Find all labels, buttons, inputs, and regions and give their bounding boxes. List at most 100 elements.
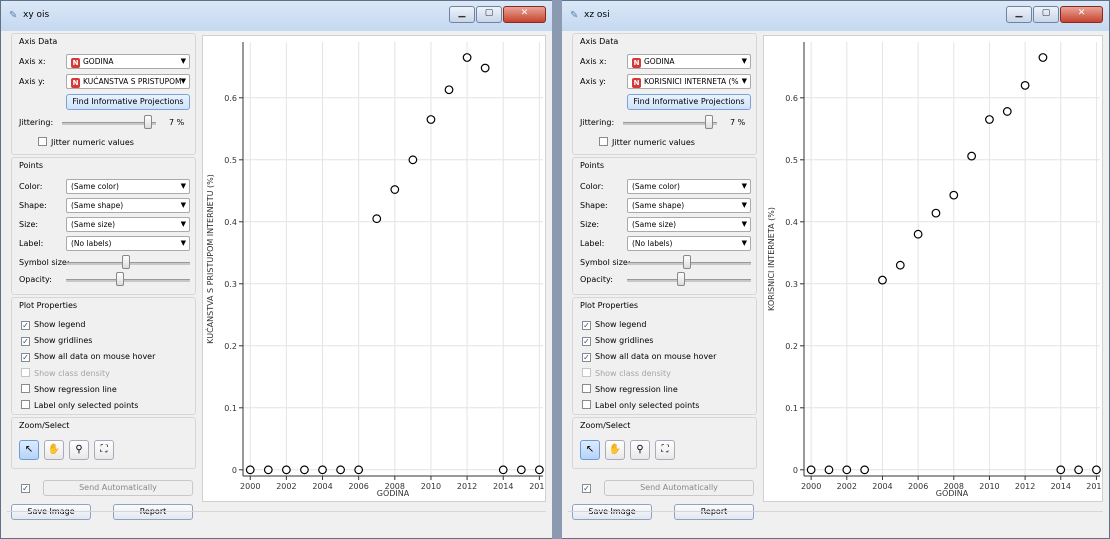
data-point (372, 214, 382, 224)
send-automatically-button[interactable]: Send Automatically (43, 480, 193, 496)
data-point (1056, 465, 1066, 475)
numeric-var-icon: N (632, 78, 641, 88)
pan-tool-button[interactable]: ✋ (44, 440, 64, 460)
minimize-button[interactable]: ▁ (449, 6, 475, 23)
send-automatically-button[interactable]: Send Automatically (604, 480, 754, 496)
y-axis-label: KUĆANSTVA S PRISTUPOM INTERNETU (%) (204, 174, 215, 344)
scatter-chart[interactable]: 2000 2002 2004 2006 2008 2010 2012 2014 2016 0 0.1… (764, 36, 1102, 501)
jitter-numeric-checkbox[interactable]: Jitter numeric values (38, 137, 134, 147)
size-label: Size: (19, 220, 39, 229)
x-tick-label: 2014 (493, 482, 513, 491)
scatter-plot[interactable]: 2000 2002 2004 2006 2008 2010 2012 2014 2016 0 0.1… (763, 35, 1103, 502)
pan-tool-button[interactable]: ✋ (605, 440, 625, 460)
color-select[interactable]: (Same color) ▼ (627, 179, 751, 194)
show-all-data-checkbox[interactable]: ✓ Show all data on mouse hover (21, 352, 155, 362)
data-point (878, 275, 887, 285)
select-tool-button[interactable]: ↖ (19, 440, 39, 460)
axis-x-value: GODINA (83, 57, 114, 66)
axis-y-select[interactable]: N KUĆANSTVA S PRISTUPOM ▼ (66, 74, 190, 89)
show-all-data-checkbox[interactable]: ✓ Show all data on mouse hover (582, 352, 716, 362)
shape-select[interactable]: (Same shape) ▼ (627, 198, 751, 213)
scatter-plot[interactable]: 2000 2002 2004 2006 2008 2010 2012 2014 2016 0 0.1… (202, 35, 546, 502)
opacity-slider[interactable] (627, 279, 751, 282)
find-projections-button[interactable]: Find Informative Projections (66, 94, 190, 110)
data-point (336, 465, 345, 475)
reset-zoom-button[interactable]: ⛶ (94, 440, 114, 460)
symbol-size-slider-handle[interactable] (122, 255, 130, 269)
title-bar[interactable]: ✎ xz osi ▁ ▢ ✕ (562, 1, 1109, 31)
title-bar[interactable]: ✎ xy ois ▁ ▢ ✕ (1, 1, 552, 31)
data-point (842, 465, 852, 475)
magnifier-icon: ⚲ (636, 444, 644, 455)
show-gridlines-checkbox[interactable]: ✓ Show gridlines (582, 336, 653, 346)
status-bar (7, 511, 546, 532)
axis-y-select[interactable]: N KORISNICI INTERNETA (% ▼ (627, 74, 751, 89)
numeric-var-icon: N (71, 58, 80, 68)
size-select[interactable]: (Same size) ▼ (66, 217, 190, 232)
chevron-down-icon: ▼ (180, 182, 186, 190)
jittering-slider-handle[interactable] (144, 115, 152, 129)
close-button[interactable]: ✕ (503, 6, 546, 23)
find-projections-button[interactable]: Find Informative Projections (627, 94, 751, 110)
label-selected-label: Label only selected points (595, 401, 700, 410)
window-0: ✎ xy ois ▁ ▢ ✕ Axis Data Axis x: N GODINA… (0, 0, 553, 539)
axis-x-select[interactable]: N GODINA ▼ (627, 54, 751, 69)
minimize-button[interactable]: ▁ (1006, 6, 1032, 23)
zoom-tool-button[interactable]: ⚲ (69, 440, 89, 460)
points-box: Points Color: (Same color) ▼ Shape: (Same… (11, 157, 196, 295)
shape-select[interactable]: (Same shape) ▼ (66, 198, 190, 213)
opacity-slider-handle[interactable] (116, 272, 124, 286)
auto-send-checkbox[interactable]: ✓ (21, 483, 34, 493)
opacity-slider-handle[interactable] (677, 272, 685, 286)
jittering-slider-handle[interactable] (705, 115, 713, 129)
show-regression-checkbox[interactable]: Show regression line (21, 384, 117, 394)
show-legend-checkbox[interactable]: ✓ Show legend (582, 320, 646, 330)
checkbox-icon (38, 137, 47, 146)
show-regression-checkbox[interactable]: Show regression line (582, 384, 678, 394)
select-tool-button[interactable]: ↖ (580, 440, 600, 460)
size-select[interactable]: (Same size) ▼ (627, 217, 751, 232)
label-select[interactable]: (No labels) ▼ (627, 236, 751, 251)
data-point (300, 465, 309, 475)
chevron-down-icon: ▼ (180, 77, 186, 85)
zoom-select-box: Zoom/Select ↖ ✋ ⚲ ⛶ (11, 417, 196, 469)
show-class-density-checkbox[interactable]: Show class density (21, 368, 110, 378)
color-select[interactable]: (Same color) ▼ (66, 179, 190, 194)
show-gridlines-checkbox[interactable]: ✓ Show gridlines (21, 336, 92, 346)
color-label: Color: (580, 182, 604, 191)
x-tick-label: 2002 (276, 482, 296, 491)
axis-y-value: KUĆANSTVA S PRISTUPOM (83, 77, 182, 86)
axis-x-select[interactable]: N GODINA ▼ (66, 54, 190, 69)
symbol-size-slider-handle[interactable] (683, 255, 691, 269)
checkmark-icon: ✓ (582, 321, 591, 330)
show-gridlines-label: Show gridlines (34, 336, 93, 345)
label-selected-checkbox[interactable]: Label only selected points (21, 400, 138, 410)
maximize-button[interactable]: ▢ (476, 6, 502, 23)
maximize-button[interactable]: ▢ (1033, 6, 1059, 23)
x-tick-label: 2012 (1015, 482, 1035, 491)
checkbox-icon (582, 384, 591, 393)
magnifier-icon: ⚲ (75, 444, 83, 455)
chevron-down-icon: ▼ (180, 220, 186, 228)
show-class-density-checkbox[interactable]: Show class density (582, 368, 671, 378)
control-panel: Axis Data Axis x: N GODINA ▼ Axis y: N KUĆA… (7, 31, 197, 532)
label-select[interactable]: (No labels) ▼ (66, 236, 190, 251)
reset-zoom-button[interactable]: ⛶ (655, 440, 675, 460)
jitter-numeric-checkbox[interactable]: Jitter numeric values (599, 137, 695, 147)
auto-send-checkbox[interactable]: ✓ (582, 483, 595, 493)
checkmark-icon: ✓ (21, 321, 30, 330)
close-button[interactable]: ✕ (1060, 6, 1103, 23)
app-icon: ✎ (9, 10, 18, 21)
data-point (1092, 465, 1101, 475)
jittering-slider[interactable] (623, 122, 717, 125)
x-tick-label: 2016 (1086, 482, 1102, 491)
y-tick-label: 0 (793, 466, 798, 475)
y-tick-label: 0.2 (785, 342, 798, 351)
zoom-tool-button[interactable]: ⚲ (630, 440, 650, 460)
show-legend-checkbox[interactable]: ✓ Show legend (21, 320, 85, 330)
jittering-slider[interactable] (62, 122, 156, 125)
label-selected-checkbox[interactable]: Label only selected points (582, 400, 699, 410)
x-tick-label: 2004 (872, 482, 892, 491)
scatter-chart[interactable]: 2000 2002 2004 2006 2008 2010 2012 2014 2016 0 0.1… (203, 36, 545, 501)
opacity-slider[interactable] (66, 279, 190, 282)
